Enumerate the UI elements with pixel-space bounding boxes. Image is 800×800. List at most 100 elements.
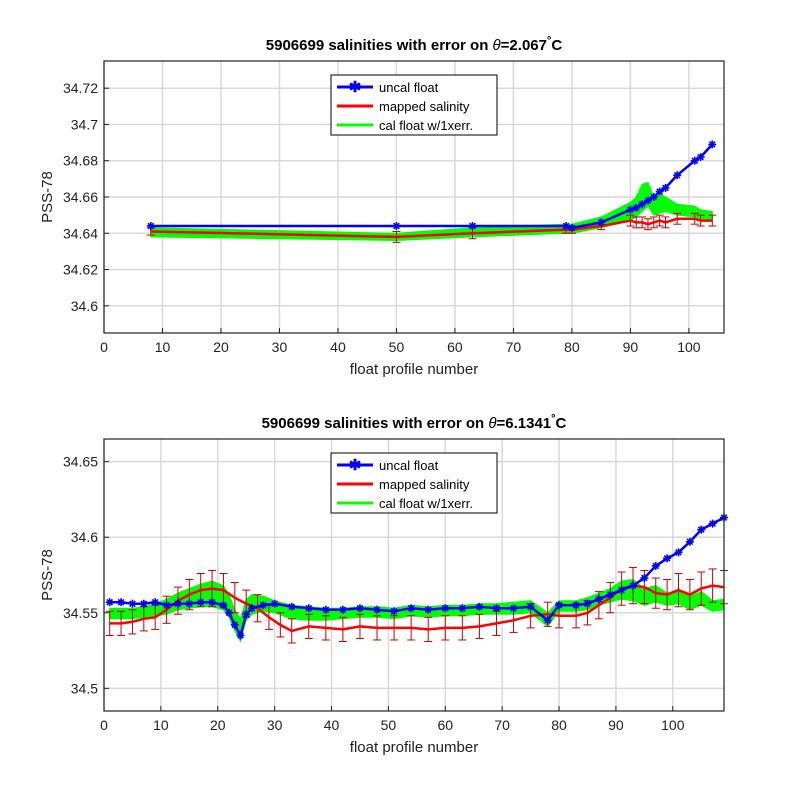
top-uncal-float-point xyxy=(632,203,641,212)
bottom-uncal-float-point xyxy=(708,519,717,528)
bottom-x-tick-label: 60 xyxy=(437,717,453,733)
top-legend-cal-label: cal float w/1xerr. xyxy=(379,118,473,133)
bottom-uncal-float-point xyxy=(555,601,564,610)
top-y-tick-label: 34.7 xyxy=(71,116,98,132)
bottom-uncal-float-point xyxy=(594,595,603,604)
top-uncal-float-point xyxy=(146,222,155,231)
bottom-uncal-float-point xyxy=(390,607,399,616)
bottom-uncal-float-point xyxy=(128,599,137,608)
top-chart: 0 10 20 30 40 50 60 70 80 90 100 34.6 34.62 34.64 34.6… xyxy=(39,35,725,378)
top-x-tick-label: 80 xyxy=(564,339,580,355)
top-y-tick-label: 34.68 xyxy=(63,153,98,169)
top-uncal-float-point xyxy=(673,171,682,180)
top-uncal-float-point xyxy=(708,140,717,149)
top-x-tick-label: 70 xyxy=(506,339,522,355)
bottom-uncal-float-point xyxy=(640,574,649,583)
top-uncal-float-point xyxy=(690,156,699,165)
top-uncal-float-point xyxy=(643,196,652,205)
bottom-uncal-float-point xyxy=(424,605,433,614)
bottom-uncal-float-point xyxy=(663,554,672,563)
bottom-uncal-float-point xyxy=(321,605,330,614)
bottom-uncal-float-point xyxy=(583,599,592,608)
bottom-uncal-float-point xyxy=(628,581,637,590)
bottom-x-tick-label: 50 xyxy=(381,717,397,733)
top-uncal-float-point xyxy=(562,222,571,231)
bottom-uncal-float-point xyxy=(219,601,228,610)
top-y-tick-label: 34.66 xyxy=(63,189,98,205)
top-uncal-float-point xyxy=(626,205,635,214)
bottom-legend-cal-label: cal float w/1xerr. xyxy=(379,496,473,511)
bottom-legend-mapped-label: mapped salinity xyxy=(379,477,470,492)
top-legend-uncal-label: uncal float xyxy=(379,80,439,95)
top-x-tick-label: 20 xyxy=(213,339,229,355)
top-x-tick-label: 30 xyxy=(272,339,288,355)
bottom-uncal-float-point xyxy=(651,561,660,570)
bottom-uncal-float-point xyxy=(304,604,313,613)
top-mapped-salinity-line xyxy=(150,217,713,239)
top-x-tick-label: 10 xyxy=(155,339,171,355)
top-y-tick-label: 34.64 xyxy=(63,225,98,241)
top-chart-title: 5906699 salinities with error on θ=2.067… xyxy=(266,35,563,54)
bottom-uncal-float-point xyxy=(242,610,251,619)
bottom-uncal-float-point xyxy=(475,602,484,611)
bottom-x-tick-label: 90 xyxy=(608,717,624,733)
bottom-uncal-float-point xyxy=(270,599,279,608)
top-y-tick-label: 34.62 xyxy=(63,262,98,278)
bottom-x-tick-label: 40 xyxy=(324,717,340,733)
bottom-uncal-float-point xyxy=(139,599,148,608)
bottom-uncal-float-point xyxy=(196,598,205,607)
top-legend-mapped-label: mapped salinity xyxy=(379,99,470,114)
bottom-uncal-float-point xyxy=(526,602,535,611)
bottom-uncal-float-point xyxy=(230,620,239,629)
bottom-y-axis-label: PSS-78 xyxy=(39,549,56,601)
bottom-uncal-float-point xyxy=(287,602,296,611)
top-x-tick-label: 100 xyxy=(677,339,701,355)
bottom-plot-area xyxy=(103,438,725,712)
bottom-uncal-float-point xyxy=(543,616,552,625)
bottom-uncal-float-point xyxy=(458,604,467,613)
top-uncal-float-point xyxy=(696,153,705,162)
top-uncal-float-point xyxy=(468,222,477,231)
bottom-uncal-float-point xyxy=(355,604,364,613)
bottom-uncal-float-point xyxy=(617,586,626,595)
bottom-uncal-float-point xyxy=(338,605,347,614)
top-uncal-float-point xyxy=(392,222,401,231)
bottom-y-tick-label: 34.5 xyxy=(71,680,98,696)
bottom-uncal-float-point xyxy=(247,604,256,613)
bottom-legend: ✱ uncal float mapped salinity cal float … xyxy=(330,452,498,514)
bottom-legend-uncal-marker: ✱ xyxy=(349,457,362,474)
bottom-x-tick-label: 0 xyxy=(100,717,108,733)
bottom-x-tick-label: 100 xyxy=(661,717,685,733)
bottom-uncal-float-point xyxy=(674,548,683,557)
bottom-x-axis-label: float profile number xyxy=(350,739,478,756)
top-x-tick-label: 40 xyxy=(330,339,346,355)
bottom-uncal-float-point xyxy=(259,601,268,610)
top-uncal-float-point xyxy=(661,183,670,192)
bottom-x-tick-label: 10 xyxy=(153,717,169,733)
bottom-x-tick-label: 30 xyxy=(267,717,283,733)
bottom-uncal-float-point xyxy=(572,601,581,610)
top-y-tick-label: 34.72 xyxy=(63,80,98,96)
top-x-tick-label: 0 xyxy=(100,339,108,355)
bottom-uncal-float-point xyxy=(208,598,217,607)
bottom-uncal-float-point xyxy=(185,599,194,608)
top-legend: ✱ uncal float mapped salinity cal float … xyxy=(330,74,498,136)
bottom-y-tick-label: 34.6 xyxy=(71,529,98,545)
top-uncal-float-point xyxy=(567,223,576,232)
bottom-uncal-float-point xyxy=(492,604,501,613)
bottom-uncal-float-point xyxy=(373,605,382,614)
bottom-uncal-float-point xyxy=(225,608,234,617)
top-uncal-float-point xyxy=(649,193,658,201)
top-uncal-float-point xyxy=(655,187,664,196)
bottom-chart-title: 5906699 salinities with error on θ=6.134… xyxy=(262,413,567,432)
bottom-y-tick-label: 34.55 xyxy=(63,605,98,621)
bottom-uncal-float-point xyxy=(151,598,160,607)
top-y-axis-label: PSS-78 xyxy=(39,171,56,223)
bottom-uncal-float-point xyxy=(509,604,518,613)
top-x-axis-label: float profile number xyxy=(350,361,478,378)
top-x-tick-label: 60 xyxy=(447,339,463,355)
bottom-uncal-float-point xyxy=(441,604,450,613)
bottom-x-tick-label: 20 xyxy=(210,717,226,733)
bottom-uncal-float-point xyxy=(685,537,694,546)
